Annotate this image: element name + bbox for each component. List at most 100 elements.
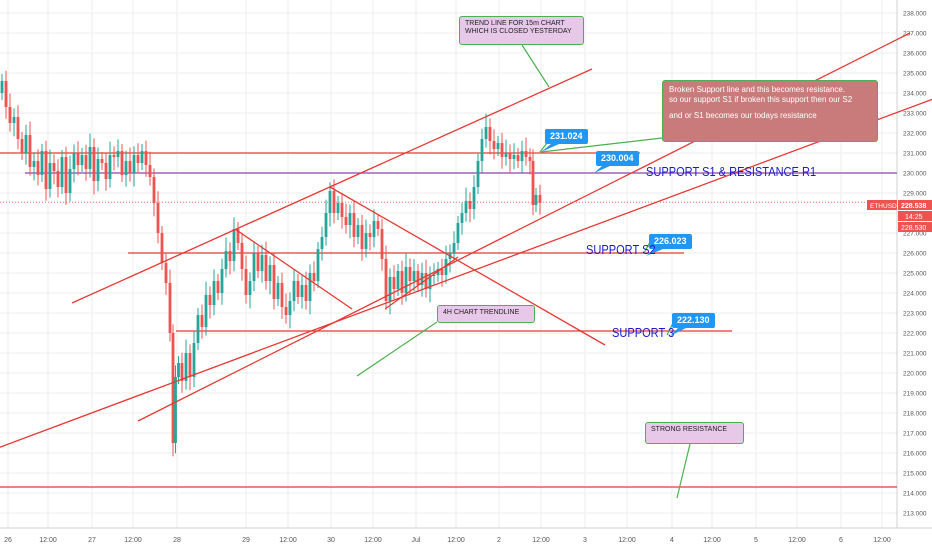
candle-body [20, 139, 24, 153]
broken-support-line3: and or S1 becomes our todays resistance [669, 111, 817, 120]
x-tick-label: Jul [412, 537, 421, 544]
candle-body [16, 117, 20, 139]
price-tag-230: 230.004 [596, 151, 639, 166]
candle-body [192, 343, 196, 377]
candle-body [488, 127, 492, 141]
candle-body [248, 281, 252, 295]
candle-body [312, 273, 316, 281]
countdown-tag-bg [898, 211, 932, 221]
candle-body [284, 307, 288, 315]
candle-body [324, 213, 328, 237]
x-tick-label: 12:00 [447, 537, 465, 544]
candle-body [456, 223, 460, 243]
candle-body [412, 271, 416, 281]
candle-body [508, 153, 512, 159]
y-tick-label: 224.000 [903, 291, 927, 298]
x-tick-label: 30 [327, 537, 335, 544]
x-tick-label: 4 [670, 537, 674, 544]
candle-body [396, 271, 400, 289]
candle-body [392, 277, 396, 289]
candle-body [476, 161, 480, 187]
candle-body [4, 81, 8, 107]
candle-body [164, 263, 168, 283]
candle-body [174, 377, 177, 443]
callout-pointer [540, 137, 663, 153]
candle-body [148, 165, 152, 177]
callout-pointer [356, 321, 438, 377]
symbol-tag-text: ETHUSDT [870, 203, 901, 210]
price-tag-pointer [670, 328, 686, 336]
symbol-tag-bg [867, 200, 897, 210]
candle-body [72, 153, 76, 169]
candle-body [496, 143, 500, 149]
y-tick-label: 237.000 [903, 31, 927, 38]
candle-body [272, 265, 276, 299]
candle-body [336, 203, 340, 213]
y-tick-label: 236.000 [903, 51, 927, 58]
candle-body [24, 135, 28, 153]
x-tick-label: 2 [497, 537, 501, 544]
candle-body [136, 155, 140, 163]
candle-body [204, 295, 208, 327]
candle-body [0, 81, 4, 93]
candle-body [184, 353, 188, 381]
y-tick-label: 230.000 [903, 171, 927, 178]
trendline [329, 186, 606, 346]
candle-body [236, 229, 240, 243]
candle-body [516, 155, 520, 161]
candle-body [304, 285, 308, 301]
y-tick-label: 216.000 [903, 451, 927, 458]
candle-body [531, 161, 535, 205]
y-tick-label: 227.000 [903, 231, 927, 238]
candle-body [132, 155, 136, 173]
x-tick-label: 12:00 [364, 537, 382, 544]
candle-body [300, 285, 304, 297]
candle-body [340, 203, 344, 217]
x-tick-label: 6 [839, 537, 843, 544]
candle-body [352, 213, 356, 237]
candle-body [384, 259, 388, 301]
price-tag-pointer [646, 249, 663, 256]
candle-body [308, 273, 312, 301]
candle-body [196, 315, 200, 343]
candle-body [534, 195, 538, 205]
candle-body [36, 161, 40, 175]
candle-body [416, 271, 420, 285]
candle-body [128, 161, 132, 173]
candle-body [288, 301, 292, 315]
x-tick-label: 29 [242, 537, 250, 544]
candle-body [484, 127, 488, 139]
candle-body [420, 273, 424, 285]
price-tag-pointer [541, 144, 559, 152]
candle-body [260, 255, 264, 271]
broken-support-line2: so our support S1 if broken this support… [669, 95, 853, 104]
broken-support-callout: Broken Support line and this becomes res… [662, 80, 878, 142]
candle-body [538, 195, 542, 203]
candle-body [452, 243, 456, 253]
low-tag-bg [898, 222, 932, 232]
x-tick-label: 12:00 [124, 537, 142, 544]
candle-body [44, 151, 48, 189]
price-tag-pointer [594, 166, 610, 173]
candle-body [364, 233, 368, 249]
candle-body [84, 155, 88, 169]
candle-body [152, 177, 156, 203]
candle-body [124, 161, 128, 175]
y-tick-label: 221.000 [903, 351, 927, 358]
strong-resistance-callout: STRONG RESISTANCE [645, 422, 744, 444]
last-price-tag-text: 228.538 [901, 203, 926, 210]
candle-body [528, 157, 532, 161]
candle-body [224, 251, 228, 269]
candle-body [8, 107, 12, 123]
candle-body [212, 281, 216, 305]
candle-body [380, 229, 384, 259]
callout-pointer [521, 44, 550, 88]
x-tick-label: 5 [754, 537, 758, 544]
candle-body [440, 269, 444, 275]
trend-15m-text: TREND LINE FOR 15m CHART WHICH IS CLOSED… [465, 20, 572, 35]
candle-body [404, 267, 408, 293]
candle-body [428, 275, 432, 289]
candle-body [500, 143, 504, 157]
support-s2-label: SUPPORT S2 [586, 242, 656, 257]
